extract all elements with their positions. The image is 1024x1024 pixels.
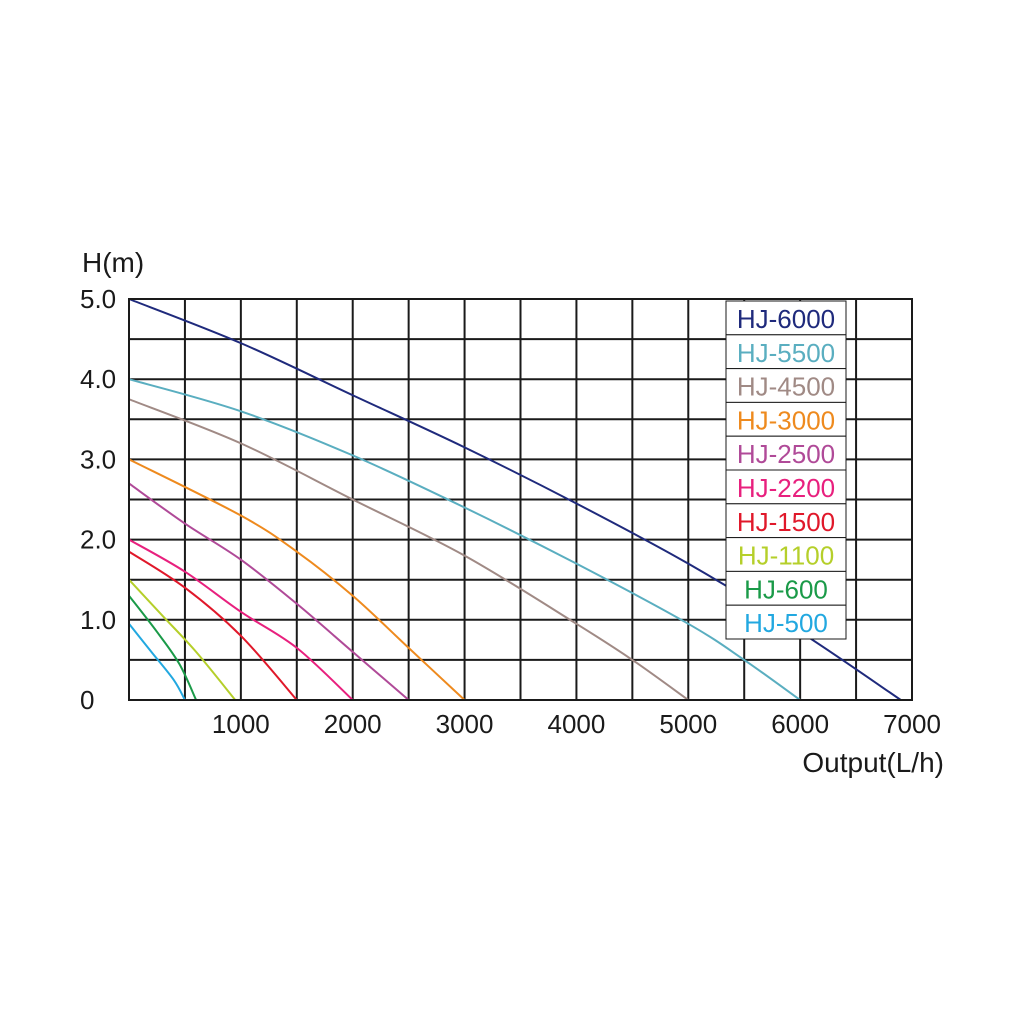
- y-tick-label: 2.0: [80, 525, 116, 555]
- legend-cell: [725, 570, 847, 606]
- x-tick-label: 1000: [212, 709, 270, 739]
- x-tick-label: 4000: [548, 709, 606, 739]
- y-tick-label: 1.0: [80, 605, 116, 635]
- legend-label: HJ-2500: [737, 439, 835, 469]
- legend-label: HJ-5500: [737, 338, 835, 368]
- legend-cell: [725, 334, 847, 370]
- series-line-hj-2500: [128, 482, 410, 701]
- legend-item-hj-6000: HJ-6000: [725, 300, 847, 336]
- legend-label: HJ-4500: [737, 372, 835, 402]
- legend-item-hj-2500: HJ-2500: [725, 435, 847, 471]
- legend-item-hj-1500: HJ-1500: [725, 503, 847, 539]
- series-line-hj-500: [128, 623, 186, 701]
- legend-label: HJ-600: [744, 574, 828, 604]
- y-tick-label: 0: [80, 685, 94, 715]
- x-tick-label: 3000: [436, 709, 494, 739]
- series-line-hj-5500: [128, 378, 801, 701]
- series-line-hj-2200: [128, 538, 354, 701]
- legend-cell: [725, 368, 847, 403]
- y-tick-labels: 5.0 4.0 3.0 2.0 1.0 0: [80, 284, 116, 715]
- legend-label: HJ-1100: [738, 541, 834, 571]
- legend-item-hj-3000: HJ-3000: [725, 401, 847, 437]
- legend-cell: [725, 435, 847, 471]
- legend-cell: [725, 604, 847, 640]
- x-axis-title: Output(L/h): [802, 747, 944, 778]
- series-line-hj-1500: [128, 550, 298, 701]
- x-tick-label: 7000: [883, 709, 941, 739]
- plot-border: [128, 298, 913, 701]
- legend-item-hj-600: HJ-600: [725, 570, 847, 606]
- legend-label: HJ-1500: [737, 507, 835, 537]
- legend-item-hj-5500: HJ-5500: [725, 334, 847, 370]
- x-tick-labels: 1000 2000 3000 4000 5000 6000 7000: [212, 709, 941, 739]
- legend-item-hj-2200: HJ-2200: [725, 469, 847, 505]
- legend-label: HJ-500: [744, 608, 828, 638]
- legend-cell: [725, 469, 847, 505]
- series-line-hj-3000: [128, 458, 466, 701]
- legend-item-hj-500: HJ-500: [725, 604, 847, 640]
- legend-label: HJ-6000: [737, 304, 835, 334]
- y-tick-label: 3.0: [80, 444, 116, 474]
- series-line-hj-1100: [128, 579, 237, 701]
- x-tick-label: 6000: [771, 709, 829, 739]
- legend-label: HJ-2200: [737, 473, 835, 503]
- legend-item-hj-1100: HJ-1100: [725, 537, 847, 572]
- legend-item-hj-4500: HJ-4500: [725, 368, 847, 403]
- legend-cell: [725, 537, 847, 572]
- y-tick-label: 5.0: [80, 284, 116, 314]
- series-line-hj-600: [128, 595, 198, 701]
- x-tick-label: 5000: [659, 709, 717, 739]
- series-line-hj-4500: [128, 398, 689, 701]
- y-axis-title: H(m): [82, 247, 144, 278]
- y-tick-label: 4.0: [80, 364, 116, 394]
- legend-cell: [725, 503, 847, 539]
- legend-label: HJ-3000: [737, 405, 835, 435]
- legend-cell: [725, 300, 847, 336]
- x-tick-label: 2000: [324, 709, 382, 739]
